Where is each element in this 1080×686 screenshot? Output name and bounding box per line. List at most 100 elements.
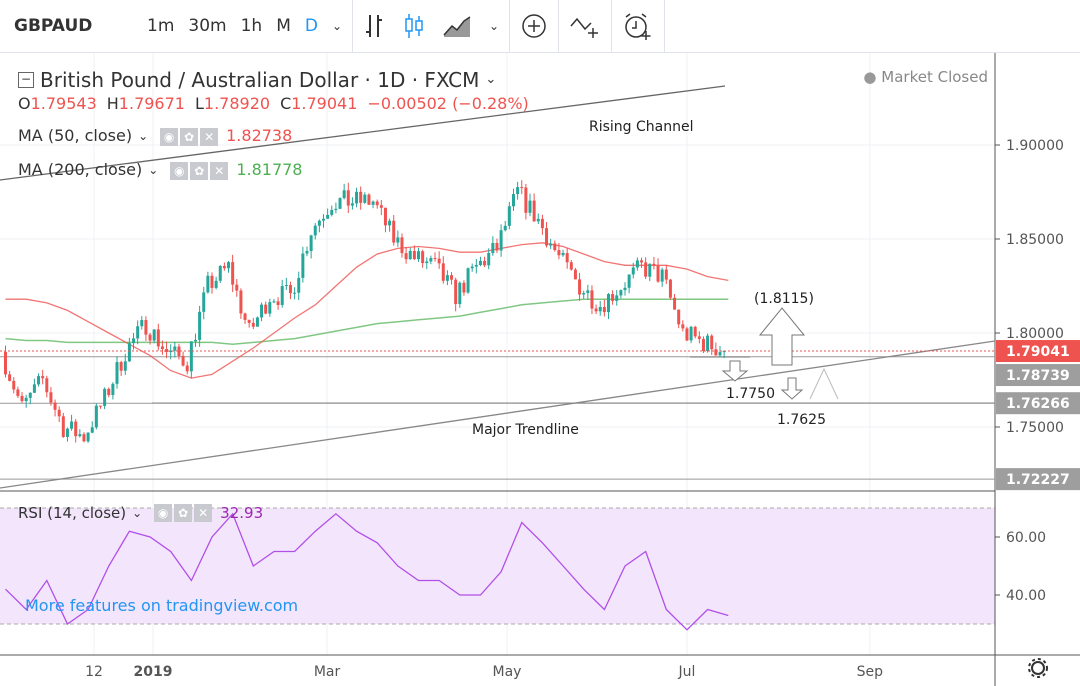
candle	[400, 233, 404, 258]
candle	[165, 341, 169, 359]
chevron-down-icon[interactable]: ⌄	[485, 72, 497, 87]
price-chart[interactable]: Rising Channel Major Trendline (1.8115) …	[0, 53, 1080, 686]
time-axis[interactable]: 12 2019 Mar May Jul Sep	[85, 664, 883, 680]
area-icon[interactable]	[443, 13, 471, 39]
candle	[140, 316, 144, 330]
close-icon[interactable]: ✕	[194, 504, 213, 522]
candle	[474, 258, 478, 274]
candle	[94, 403, 98, 430]
interval-group: 1m 30m 1h M D ⌄	[137, 0, 354, 53]
price-axis[interactable]: 1.90000 1.85000 1.80000 1.75000 60.00 40.00 1.…	[995, 138, 1080, 604]
interval-30m[interactable]: 30m	[188, 16, 227, 36]
candle	[598, 300, 602, 316]
candles-icon[interactable]	[403, 13, 425, 39]
candle	[326, 208, 330, 219]
candle	[454, 277, 458, 312]
symbol-search[interactable]: GBPAUD	[14, 16, 93, 36]
candle	[243, 312, 247, 324]
arrow-up-icon[interactable]	[758, 307, 806, 366]
collapse-icon[interactable]: −	[18, 72, 34, 88]
candle	[404, 246, 408, 264]
major-trendline[interactable]	[0, 340, 996, 489]
candle	[41, 369, 45, 385]
chevron-down-icon[interactable]: ⌄	[148, 163, 159, 177]
candle	[98, 405, 102, 409]
close-icon[interactable]: ✕	[210, 162, 229, 180]
chevron-down-icon[interactable]: ⌄	[489, 19, 500, 33]
tradingview-link[interactable]: More features on tradingview.com	[25, 596, 299, 615]
rising-channel-line[interactable]	[0, 85, 726, 181]
interval-1m[interactable]: 1m	[147, 16, 175, 36]
candle	[408, 247, 412, 260]
candle	[276, 297, 280, 310]
svg-text:1.76266: 1.76266	[1006, 396, 1070, 412]
gear-icon[interactable]: ✿	[174, 504, 193, 522]
candle	[305, 246, 309, 257]
eye-icon[interactable]: ◉	[160, 128, 179, 146]
candle	[586, 284, 590, 300]
candle	[297, 271, 301, 301]
interval-D[interactable]: D	[304, 16, 318, 36]
interval-M[interactable]: M	[276, 16, 291, 36]
candle	[429, 255, 433, 265]
status-dot-icon: ●	[863, 68, 882, 86]
chart-type-group: ⌄	[353, 0, 511, 53]
candle	[499, 224, 503, 257]
triangle-shape[interactable]	[809, 367, 839, 400]
plus-circle-icon	[522, 14, 546, 38]
gear-icon[interactable]: ✿	[180, 128, 199, 146]
eye-icon[interactable]: ◉	[170, 162, 189, 180]
candle	[635, 257, 639, 271]
compare-button[interactable]	[559, 0, 613, 53]
chevron-down-icon[interactable]: ⌄	[331, 19, 343, 33]
candle	[255, 316, 259, 327]
candle	[590, 285, 594, 315]
candle	[293, 287, 297, 300]
candle	[334, 202, 338, 214]
candle	[235, 279, 239, 297]
candle	[53, 399, 57, 417]
ma200-value: 1.81778	[236, 160, 303, 179]
candle	[103, 387, 107, 410]
chevron-down-icon[interactable]: ⌄	[138, 129, 149, 143]
candle	[317, 219, 321, 233]
alert-button[interactable]	[612, 0, 666, 53]
settings-gear-icon[interactable]	[1028, 658, 1048, 678]
candle	[330, 205, 334, 217]
candle	[689, 325, 693, 344]
price-tick-label: 1.90000	[1006, 138, 1064, 154]
candle	[545, 222, 549, 248]
candle	[388, 218, 392, 232]
horizontal-levels	[0, 356, 995, 480]
candle	[466, 267, 470, 294]
candle	[648, 263, 652, 282]
candle	[433, 252, 437, 262]
candle	[437, 251, 441, 269]
candle	[619, 289, 623, 299]
eye-icon[interactable]: ◉	[154, 504, 173, 522]
bars-icon[interactable]	[363, 13, 385, 39]
candle	[594, 304, 598, 315]
arrow-down-icon[interactable]	[780, 377, 804, 400]
chevron-down-icon[interactable]: ⌄	[132, 505, 143, 520]
rsi-label: RSI (14, close)	[18, 503, 127, 522]
candle	[16, 386, 20, 398]
candle	[107, 387, 111, 398]
candle	[127, 337, 131, 362]
close-icon[interactable]: ✕	[200, 128, 219, 146]
candle	[123, 353, 127, 375]
candle	[478, 256, 482, 267]
candle	[441, 256, 445, 284]
ma200-line	[5, 298, 729, 346]
candle	[45, 375, 49, 398]
arrow-down-icon[interactable]	[721, 360, 749, 382]
interval-1h[interactable]: 1h	[240, 16, 263, 36]
candle	[417, 247, 420, 262]
time-tick-label: 2019	[134, 664, 173, 680]
candle	[425, 257, 429, 270]
candle	[169, 344, 173, 360]
gear-icon[interactable]: ✿	[190, 162, 209, 180]
candle	[553, 240, 557, 252]
indicators-button[interactable]	[510, 0, 560, 53]
candle	[718, 345, 722, 358]
